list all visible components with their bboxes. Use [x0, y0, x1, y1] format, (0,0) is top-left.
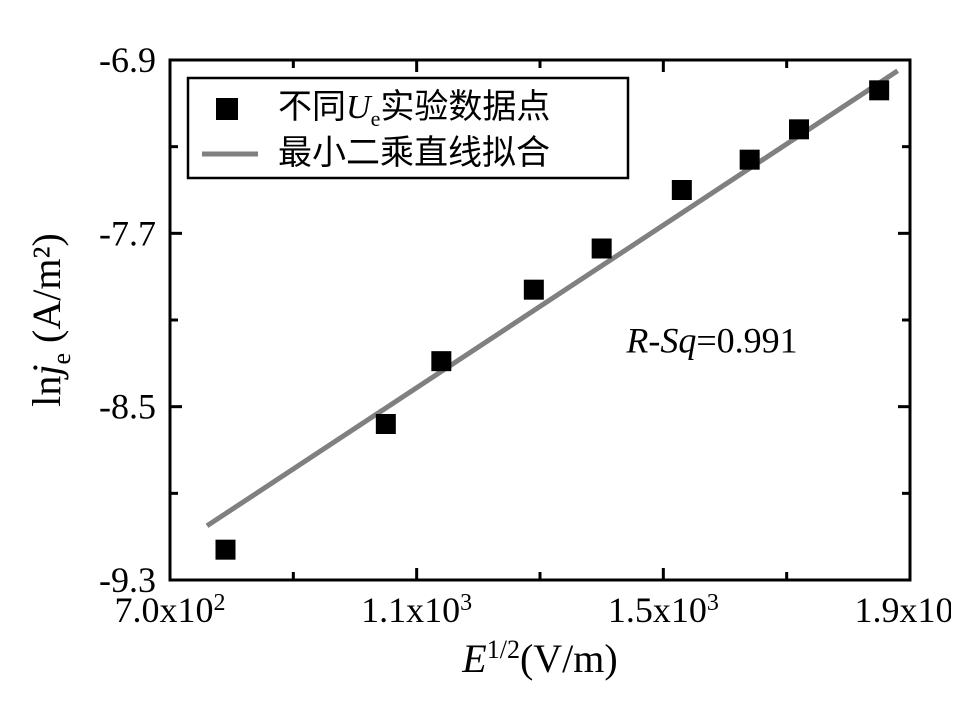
data-point — [740, 150, 760, 170]
data-point — [216, 540, 236, 560]
chart-container: 7.0x1021.1x1031.5x1031.9x103-9.3-8.5-7.7… — [20, 20, 951, 695]
y-axis-label: lnje (A/m²) — [24, 233, 76, 407]
data-point — [789, 119, 809, 139]
data-point — [869, 80, 889, 100]
data-point — [592, 239, 612, 259]
x-axis-label: E1/2(V/m) — [461, 635, 617, 681]
y-tick-label: -9.3 — [99, 560, 156, 600]
legend-item-1: 不同Ue实验数据点 — [278, 88, 550, 131]
data-point — [431, 351, 451, 371]
legend-item-2: 最小二乘直线拟合 — [278, 134, 550, 172]
y-tick-label: -7.7 — [99, 213, 156, 253]
y-tick-label: -8.5 — [99, 387, 156, 427]
x-tick-label: 1.9x103 — [855, 590, 952, 630]
data-point — [524, 280, 544, 300]
x-tick-label: 1.5x103 — [608, 590, 719, 630]
chart-svg: 7.0x1021.1x1031.5x1031.9x103-9.3-8.5-7.7… — [20, 20, 951, 695]
y-tick-label: -6.9 — [99, 40, 156, 80]
rsq-annotation: R-Sq=0.991 — [625, 321, 797, 361]
data-point — [376, 414, 396, 434]
legend-marker-icon — [216, 98, 238, 120]
data-point — [672, 180, 692, 200]
x-tick-label: 1.1x103 — [361, 590, 472, 630]
